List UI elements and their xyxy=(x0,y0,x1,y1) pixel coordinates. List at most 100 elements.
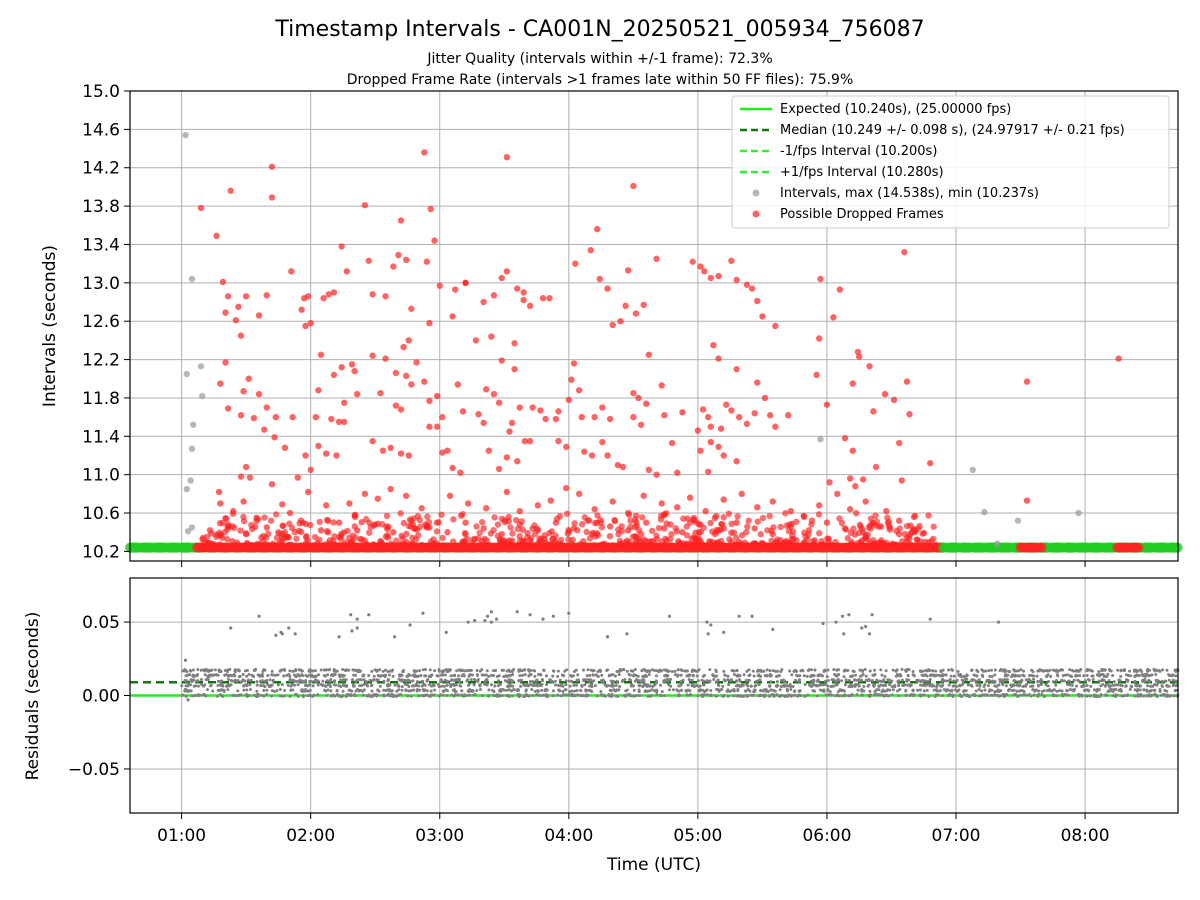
residual-point xyxy=(229,626,233,630)
residual-point xyxy=(325,693,329,697)
dropped-frame-point xyxy=(619,463,627,471)
dropped-frame-point xyxy=(640,492,647,499)
dropped-frame-point xyxy=(754,379,761,386)
residual-point xyxy=(495,694,499,698)
residual-point xyxy=(692,673,696,677)
dropped-frame-point xyxy=(906,411,913,418)
residual-point xyxy=(662,694,666,698)
dropped-frame-point xyxy=(395,251,402,259)
residual-point xyxy=(858,674,862,678)
residual-point xyxy=(1123,668,1127,672)
residual-point xyxy=(466,683,470,687)
residual-point xyxy=(823,682,827,686)
residual-point xyxy=(911,673,915,677)
residual-point xyxy=(963,678,967,682)
residual-point xyxy=(585,694,589,698)
dropped-frame-point xyxy=(514,541,522,548)
top-y-tick-label: 12.2 xyxy=(82,351,120,371)
residual-point xyxy=(628,678,632,682)
residual-point xyxy=(676,668,680,672)
residual-point xyxy=(476,677,480,681)
residual-point xyxy=(221,684,225,688)
residual-point xyxy=(385,693,389,697)
residual-point xyxy=(750,614,754,618)
residual-point xyxy=(517,679,521,683)
residual-point xyxy=(863,667,867,671)
residual-point xyxy=(345,693,349,697)
residual-point xyxy=(1004,673,1008,677)
dropped-frame-point xyxy=(516,521,523,528)
residual-point xyxy=(759,674,763,678)
interval-point xyxy=(981,508,988,516)
residual-point xyxy=(370,669,374,673)
residual-point xyxy=(1133,688,1137,692)
residual-point xyxy=(872,668,876,672)
residual-point xyxy=(680,668,684,672)
dropped-frame-point xyxy=(317,527,325,534)
residual-point xyxy=(616,694,620,698)
residual-point xyxy=(544,674,548,678)
residual-point xyxy=(1096,695,1100,699)
dropped-frame-point xyxy=(823,401,831,408)
residual-point xyxy=(1048,688,1052,692)
dropped-frame-point xyxy=(366,519,373,526)
residual-point xyxy=(924,669,928,673)
residual-point xyxy=(381,669,385,673)
legend-dropped-marker xyxy=(752,210,760,218)
residual-point xyxy=(916,688,920,692)
residual-point xyxy=(881,688,885,692)
residual-point xyxy=(870,613,874,617)
residual-point xyxy=(1136,688,1140,692)
residual-point xyxy=(851,684,855,688)
residual-point xyxy=(416,674,420,678)
residual-point xyxy=(1148,689,1152,693)
residual-point xyxy=(297,679,301,683)
dropped-frame-point xyxy=(325,291,332,298)
residual-point xyxy=(202,693,206,697)
dropped-frame-point xyxy=(583,528,590,536)
dropped-frame-point xyxy=(1133,542,1144,553)
dropped-frame-point xyxy=(347,538,355,546)
residual-point xyxy=(448,683,452,687)
dropped-frame-point xyxy=(438,511,445,518)
residual-point xyxy=(1076,669,1080,673)
residual-point xyxy=(1097,679,1101,683)
residual-point xyxy=(203,673,207,677)
dropped-frame-point xyxy=(744,542,751,549)
dropped-frame-point xyxy=(337,535,345,543)
residual-point xyxy=(1080,685,1084,689)
residual-point xyxy=(462,669,466,673)
legend-intervals-label: Intervals, max (14.538s), min (10.237s) xyxy=(780,186,1039,201)
residual-point xyxy=(958,693,962,697)
residual-point xyxy=(746,687,750,691)
residual-point xyxy=(1155,678,1159,682)
dropped-frame-point xyxy=(832,538,839,546)
dropped-frame-point xyxy=(866,363,873,370)
dropped-frame-point xyxy=(541,532,548,539)
residual-point xyxy=(245,669,249,673)
dropped-frame-point xyxy=(498,530,505,538)
residual-point xyxy=(709,623,713,627)
residual-point xyxy=(830,693,834,697)
residual-point xyxy=(784,683,788,687)
residual-point xyxy=(803,683,807,687)
residual-point xyxy=(934,693,938,697)
dropped-frame-point xyxy=(667,521,674,528)
dropped-frame-point xyxy=(699,406,707,413)
dropped-frame-point xyxy=(849,447,856,454)
residual-point xyxy=(1032,693,1036,697)
residual-point xyxy=(551,674,555,678)
dropped-frame-point xyxy=(581,448,588,455)
dropped-frame-point xyxy=(325,542,332,549)
residual-point xyxy=(407,672,411,676)
dropped-frame-point xyxy=(516,507,523,515)
residual-point xyxy=(309,680,313,684)
residual-point xyxy=(935,673,939,677)
residual-point xyxy=(971,678,975,682)
residual-point xyxy=(197,684,201,688)
residual-point xyxy=(987,669,991,673)
dropped-frame-point xyxy=(732,534,740,541)
residual-point xyxy=(775,680,779,684)
residual-point xyxy=(248,683,252,687)
dropped-frame-point xyxy=(462,531,469,538)
